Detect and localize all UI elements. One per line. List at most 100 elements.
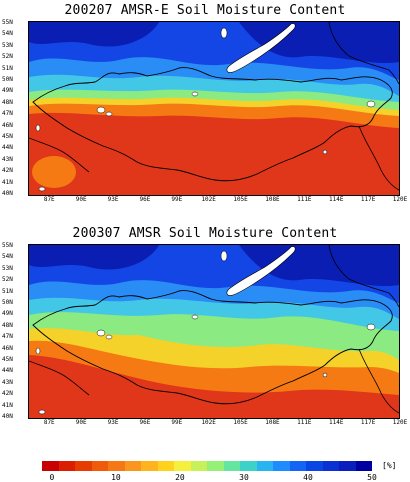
colorbar-swatch [157, 461, 174, 471]
lat-label: 48N [2, 321, 13, 329]
lon-label: 87E [43, 419, 55, 426]
lake-baikal [226, 246, 296, 296]
lat-label: 41N [2, 401, 13, 409]
lat-label: 52N [2, 53, 13, 61]
lat-label: 50N [2, 76, 13, 83]
panel-title-2002: 200207 AMSR-E Soil Moisture Content [64, 3, 346, 18]
lake-4 [35, 124, 41, 132]
colorbar-swatch [91, 461, 108, 471]
colorbar-swatch [207, 461, 224, 471]
colorbar-swatch [108, 461, 125, 471]
lake-3 [105, 334, 113, 340]
lat-label: 53N [2, 264, 13, 272]
panel-title-2003: 200307 AMSR Soil Moisture Content [72, 226, 338, 241]
lat-label: 43N [2, 378, 13, 386]
lat-label: 49N [2, 87, 13, 95]
lat-label: 42N [2, 167, 13, 175]
lat-label: 47N [2, 333, 13, 341]
lon-label: 93E [107, 419, 119, 426]
lon-label: 111E [297, 196, 312, 203]
lon-label: 114E [328, 196, 344, 203]
colorbar-tick-label: 50 [367, 473, 377, 482]
lake-2 [96, 329, 106, 337]
colorbar-tick-label: 0 [49, 473, 55, 482]
lake-0 [220, 250, 228, 262]
moisture-patch-orange [32, 156, 76, 188]
moisture-field-dry [29, 112, 399, 195]
lake-6 [322, 149, 328, 155]
colorbar-swatch [141, 461, 158, 471]
lake-7 [38, 186, 46, 192]
colorbar-swatch [355, 461, 372, 471]
colorbar-tick-label: 30 [239, 473, 249, 482]
map-panel-2003 [28, 244, 400, 419]
lat-label: 51N [2, 64, 13, 72]
lon-label: 99E [171, 196, 183, 203]
lon-label: 102E [201, 196, 216, 203]
map-panel-2002 [28, 21, 400, 196]
lon-label: 117E [360, 419, 376, 426]
lat-label: 47N [2, 110, 13, 118]
lat-label: 48N [2, 98, 13, 106]
lon-label: 102E [201, 419, 216, 426]
border-line-northeast [328, 22, 399, 85]
soil-moisture-map-2003 [29, 245, 399, 418]
lat-label: 41N [2, 178, 13, 186]
lat-label: 55N [2, 19, 13, 26]
colorbar-unit: [%] [382, 461, 397, 470]
lat-label: 54N [2, 253, 13, 261]
moisture-patch-very-wet [239, 245, 399, 287]
colorbar-swatch [289, 461, 306, 471]
lon-label: 87E [43, 196, 55, 203]
colorbar-swatch [174, 461, 191, 471]
colorbar-swatch [223, 461, 240, 471]
lake-3 [105, 111, 113, 117]
colorbar-tick-label: 20 [175, 473, 185, 482]
lon-label: 105E [233, 196, 248, 203]
lake-7 [38, 409, 46, 415]
lon-label: 105E [233, 419, 248, 426]
lake-1 [191, 314, 199, 320]
lon-label: 99E [171, 419, 183, 426]
lat-label: 52N [2, 276, 13, 284]
lon-label: 117E [360, 196, 376, 203]
soil-moisture-map-2002 [29, 22, 399, 195]
lat-label: 40N [2, 190, 13, 197]
colorbar-swatch [124, 461, 141, 471]
lake-0 [220, 27, 228, 39]
lon-label: 108E [265, 419, 280, 426]
moisture-patch-very-wet [239, 22, 399, 64]
lon-label: 90E [75, 196, 87, 203]
lon-label: 108E [265, 196, 280, 203]
lon-label: 120E [392, 196, 408, 203]
country-border [32, 290, 393, 405]
border-line-southeast [358, 125, 399, 191]
colorbar-swatch [240, 461, 257, 471]
colorbar-tick-label: 10 [111, 473, 121, 482]
lon-label: 120E [392, 419, 408, 426]
lat-label: 45N [2, 133, 13, 140]
lake-5 [366, 323, 376, 331]
lat-label: 49N [2, 310, 13, 318]
lat-label: 51N [2, 287, 13, 295]
moisture-patch-very-wet [29, 245, 159, 270]
colorbar-tick-label: 40 [303, 473, 313, 482]
country-border [32, 67, 393, 182]
colorbar-swatch [339, 461, 356, 471]
lon-label: 114E [328, 419, 344, 426]
colorbar-swatch [273, 461, 290, 471]
moisture-patch-very-wet [29, 22, 159, 47]
colorbar [42, 461, 372, 471]
lat-label: 40N [2, 413, 13, 420]
lon-label: 90E [75, 419, 87, 426]
lat-label: 50N [2, 299, 13, 306]
colorbar-swatch [322, 461, 339, 471]
lon-label: 111E [297, 419, 312, 426]
colorbar-swatch [75, 461, 92, 471]
lat-label: 43N [2, 155, 13, 163]
lat-label: 46N [2, 121, 13, 129]
border-line-southeast [358, 348, 399, 414]
lat-label: 44N [2, 367, 13, 375]
lat-label: 54N [2, 30, 13, 38]
lat-label: 42N [2, 390, 13, 398]
